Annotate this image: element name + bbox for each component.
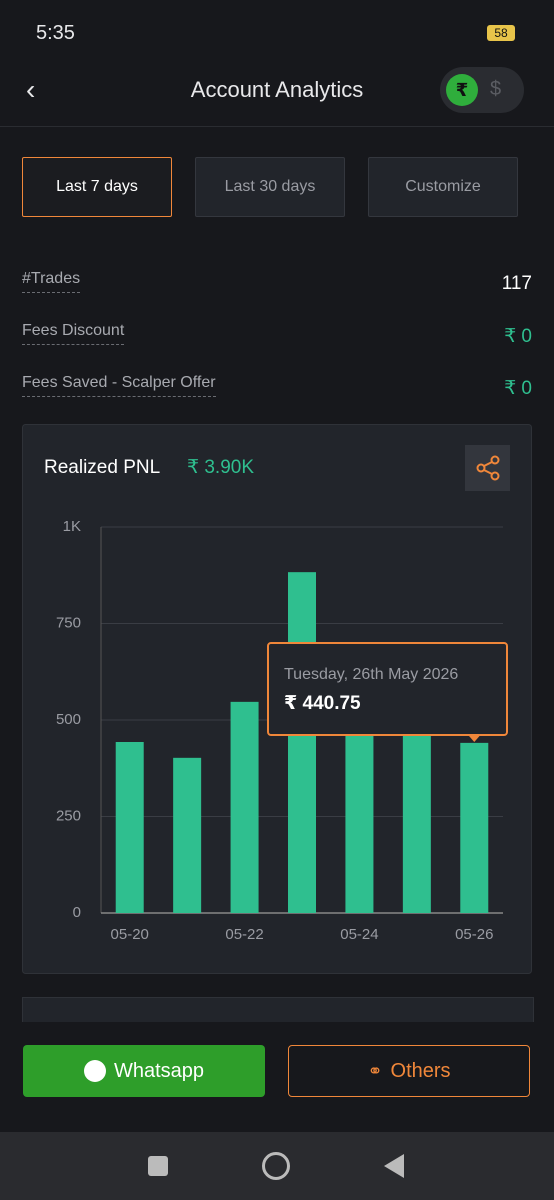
currency-inr[interactable]: ₹ (446, 74, 478, 106)
button-label: Others (390, 1059, 451, 1082)
y-tick-label: 500 (56, 711, 81, 728)
bar (288, 572, 316, 913)
share-button[interactable] (465, 445, 510, 491)
tab[interactable]: Customize (368, 157, 518, 217)
share-icon (476, 455, 500, 481)
nav-home[interactable] (262, 1152, 290, 1180)
stat-value: ₹ 0 (504, 326, 532, 347)
divider (0, 126, 554, 127)
tooltip-title: Tuesday, 26th May 2026 (284, 666, 458, 683)
currency-toggle[interactable]: ₹ $ (440, 67, 524, 113)
back-button[interactable]: ‹ (26, 74, 36, 105)
x-tick-label: 05-20 (111, 926, 149, 943)
x-tick-label: 05-26 (455, 926, 493, 943)
status-time: 5:35 (36, 22, 75, 44)
others-button[interactable]: ⚭ Others (288, 1045, 530, 1097)
stat-label: #Trades (22, 270, 81, 293)
tooltip-pointer (467, 734, 482, 742)
bar (460, 742, 489, 913)
y-tick-label: 0 (73, 904, 81, 921)
chart-title: Realized PNL (44, 457, 160, 478)
tooltip-value: ₹ 440.75 (284, 693, 361, 714)
stat-value: ₹ 0 (504, 378, 532, 399)
tooltip-box (267, 642, 508, 736)
button-label: Whatsapp (113, 1059, 205, 1082)
chart-card: Realized PNL ₹ 3.90K 0 250 500 750 1K 05-20 05… (22, 424, 532, 974)
whatsapp-icon (83, 1060, 106, 1082)
stat-label: Fees Discount (22, 322, 125, 345)
nav-back[interactable] (384, 1154, 404, 1178)
whatsapp-button[interactable]: Whatsapp (23, 1045, 265, 1097)
stat-value: 117 (501, 273, 532, 294)
tab[interactable]: Last 7 days (22, 157, 172, 217)
battery: 58 (487, 25, 515, 41)
chart-total: ₹ 3.90K (187, 457, 254, 478)
y-tick-label: 1K (63, 518, 81, 535)
nav-bar (0, 1132, 554, 1200)
y-tick-label: 250 (56, 807, 81, 824)
y-tick-label: 750 (56, 614, 81, 631)
bar (230, 701, 259, 913)
bar (115, 742, 144, 913)
stat-label: Fees Saved - Scalper Offer (22, 374, 216, 397)
x-tick-label: 05-22 (225, 926, 263, 943)
page-title: Account Analytics (190, 77, 364, 102)
bar (173, 757, 202, 913)
nav-recent[interactable] (148, 1156, 168, 1176)
x-tick-label: 05-24 (340, 926, 378, 943)
share-icon: ⚭ (367, 1060, 383, 1081)
tab[interactable]: Last 30 days (195, 157, 345, 217)
currency-usd[interactable]: $ (490, 78, 502, 100)
